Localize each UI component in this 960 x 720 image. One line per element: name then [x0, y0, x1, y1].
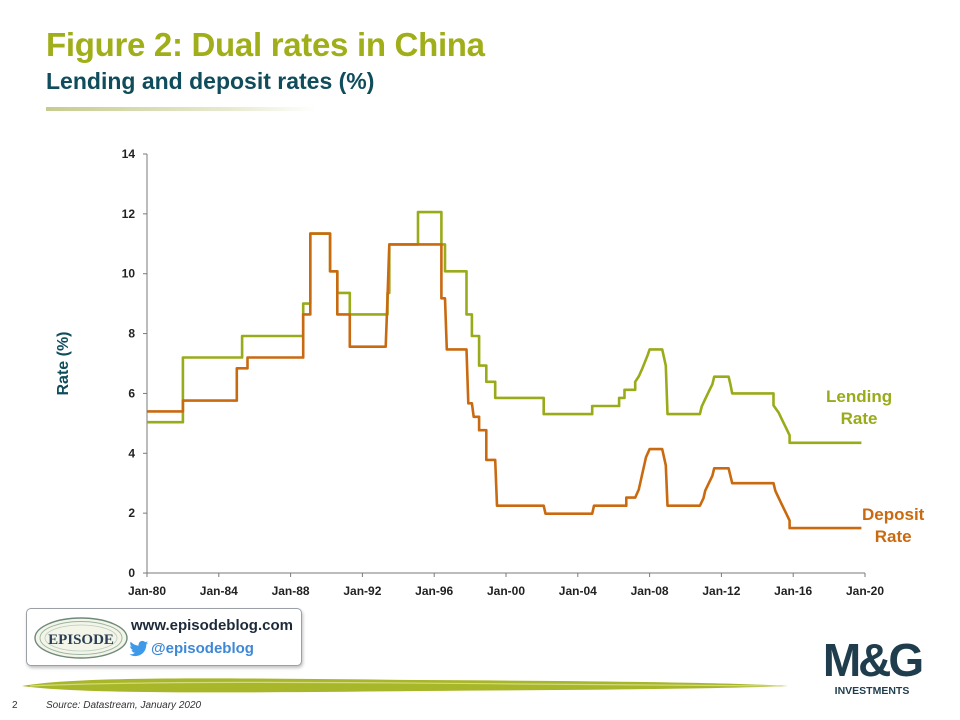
- legend-deposit-line2: Rate: [874, 527, 912, 546]
- chart-series: [147, 210, 862, 530]
- page-number: 2: [12, 700, 18, 711]
- lending-rate-line: [147, 210, 862, 445]
- deposit-rate-line: [147, 232, 862, 530]
- x-tick-label: Jan-96: [415, 584, 453, 598]
- episode-logo: EPISODE: [34, 617, 128, 659]
- y-tick-label: 8: [128, 327, 135, 341]
- y-tick-label: 2: [128, 506, 135, 520]
- twitter-icon: [129, 640, 149, 657]
- x-tick-label: Jan-16: [774, 584, 812, 598]
- y-tick-label: 4: [128, 446, 135, 460]
- episode-logo-text: EPISODE: [48, 632, 114, 648]
- page-title: Figure 2: Dual rates in China: [46, 26, 485, 63]
- x-tick-label: Jan-00: [487, 584, 525, 598]
- x-tick-label: Jan-12: [702, 584, 740, 598]
- legend-lending-line1: Lending: [826, 387, 893, 406]
- y-tick-label: 14: [122, 147, 136, 161]
- x-tick-label: Jan-20: [846, 584, 884, 598]
- website-link[interactable]: www.episodeblog.com: [131, 617, 293, 634]
- footer-swoosh: [22, 678, 788, 693]
- y-tick-label: 6: [128, 386, 135, 400]
- x-tick-label: Jan-88: [272, 584, 310, 598]
- twitter-handle-link[interactable]: @episodeblog: [151, 640, 254, 657]
- legend-lending-line2: Rate: [840, 409, 878, 428]
- y-tick-label: 0: [128, 566, 135, 580]
- x-tick-label: Jan-04: [559, 584, 597, 598]
- rates-line-chart: 0 2 4 6 8 10 12 14 Jan-80 Jan-84 Jan-88 Jan-92 Jan-9…: [55, 147, 884, 598]
- x-tick-label: Jan-80: [128, 584, 166, 598]
- mg-logo-subtext: INVESTMENTS: [835, 685, 910, 697]
- x-tick-label: Jan-84: [200, 584, 238, 598]
- legend-lending-rate: Lending Rate: [826, 386, 892, 430]
- title-underline: [46, 107, 316, 111]
- chart-axes: 0 2 4 6 8 10 12 14 Jan-80 Jan-84 Jan-88 Jan-92 Jan-9…: [55, 147, 884, 598]
- y-axis-title: Rate (%): [55, 331, 72, 395]
- y-tick-label: 10: [122, 267, 136, 281]
- episode-brand-box: EPISODE www.episodeblog.com @episodeblog: [26, 608, 302, 666]
- mg-logo-text: M&G: [823, 634, 922, 686]
- legend-deposit-rate: Deposit Rate: [862, 504, 924, 548]
- mg-investments-logo: M&G INVESTMENTS: [823, 634, 925, 697]
- source-note: Source: Datastream, January 2020: [46, 700, 202, 711]
- y-tick-label: 12: [122, 207, 136, 221]
- page-subtitle: Lending and deposit rates (%): [46, 68, 375, 94]
- x-tick-label: Jan-92: [343, 584, 381, 598]
- legend-deposit-line1: Deposit: [862, 505, 925, 524]
- x-tick-label: Jan-08: [631, 584, 669, 598]
